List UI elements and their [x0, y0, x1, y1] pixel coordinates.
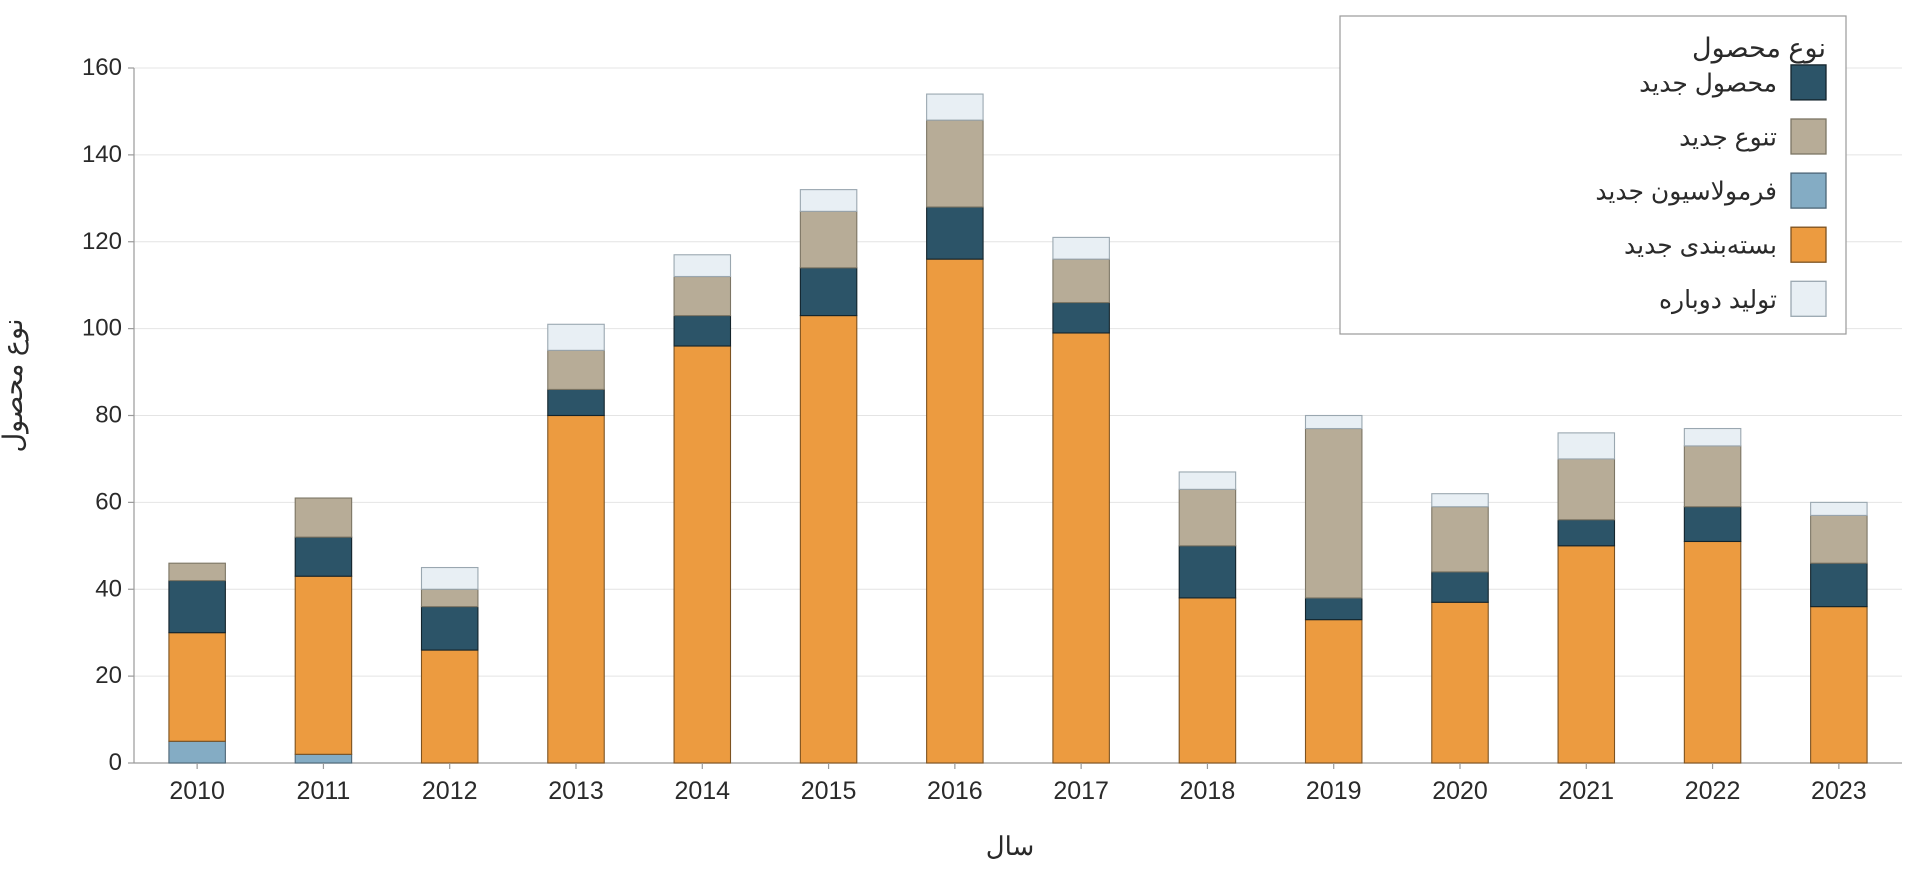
svg-text:نوع محصول: نوع محصول — [1692, 33, 1826, 64]
svg-text:0: 0 — [109, 749, 122, 776]
svg-text:2022: 2022 — [1685, 777, 1741, 805]
svg-text:فرمولاسیون جدید: فرمولاسیون جدید — [1595, 178, 1777, 207]
svg-text:20: 20 — [95, 662, 122, 689]
svg-text:تولید دوباره: تولید دوباره — [1659, 286, 1777, 315]
svg-text:2021: 2021 — [1558, 777, 1614, 805]
svg-text:2012: 2012 — [422, 777, 478, 805]
svg-text:2013: 2013 — [548, 777, 604, 805]
svg-text:2015: 2015 — [801, 777, 857, 805]
svg-text:سال: سال — [986, 831, 1035, 861]
svg-text:160: 160 — [82, 54, 122, 81]
svg-text:40: 40 — [95, 575, 122, 602]
svg-text:2016: 2016 — [927, 777, 983, 805]
svg-text:محصول جدید: محصول جدید — [1639, 69, 1777, 98]
svg-text:60: 60 — [95, 488, 122, 515]
svg-text:2014: 2014 — [674, 777, 730, 805]
svg-text:2010: 2010 — [169, 777, 225, 805]
svg-text:نوع محصول: نوع محصول — [0, 319, 29, 453]
svg-text:80: 80 — [95, 402, 122, 429]
svg-text:2011: 2011 — [297, 777, 351, 805]
svg-text:2019: 2019 — [1306, 777, 1362, 805]
svg-text:2018: 2018 — [1180, 777, 1236, 805]
svg-text:100: 100 — [82, 315, 122, 342]
svg-text:140: 140 — [82, 141, 122, 168]
svg-text:120: 120 — [82, 228, 122, 255]
svg-text:2020: 2020 — [1432, 777, 1488, 805]
svg-text:تنوع جدید: تنوع جدید — [1679, 124, 1777, 153]
svg-text:بسته‌بندی جدید: بسته‌بندی جدید — [1624, 232, 1777, 260]
svg-text:2017: 2017 — [1053, 777, 1109, 805]
svg-text:2023: 2023 — [1811, 777, 1867, 805]
